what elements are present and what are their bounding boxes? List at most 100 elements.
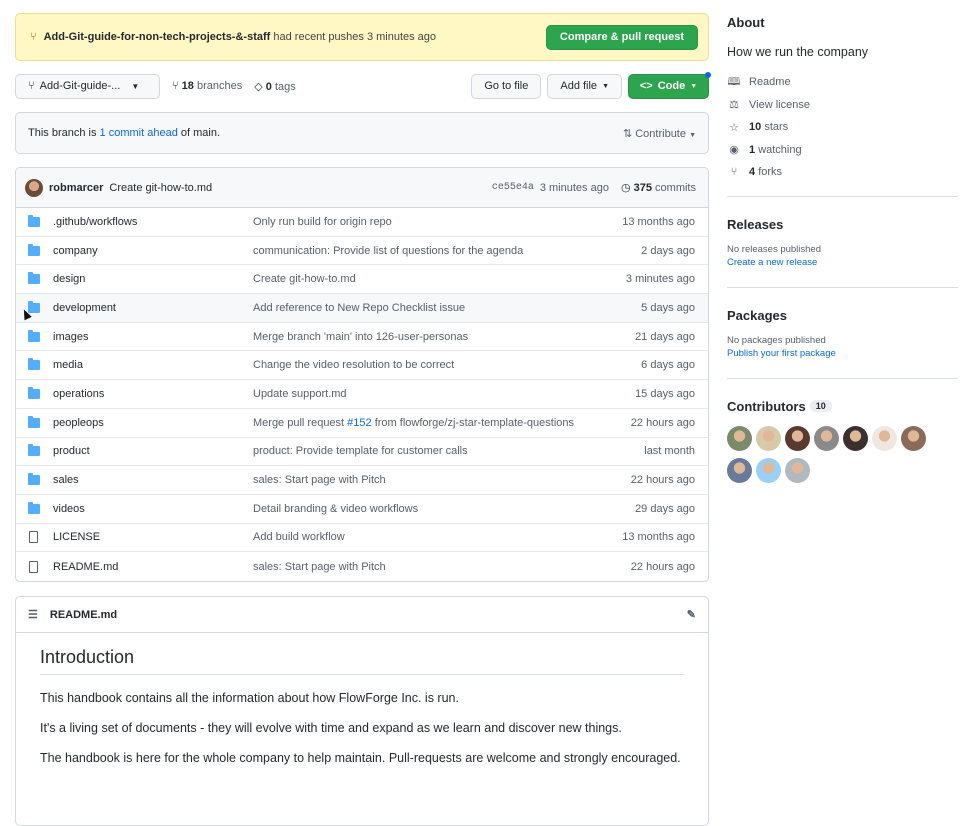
file-name[interactable]: product bbox=[53, 445, 90, 458]
file-age: 6 days ago bbox=[641, 359, 695, 372]
contributor-avatar[interactable] bbox=[872, 425, 897, 451]
file-commit-message[interactable]: sales: Start page with Pitch bbox=[253, 474, 386, 487]
file-row[interactable]: company communication: Provide list of qu… bbox=[16, 237, 708, 266]
create-release-link[interactable]: Create a new release bbox=[727, 256, 818, 268]
code-button[interactable]: <> Code ▼ bbox=[628, 71, 711, 99]
caret-down-icon: ▼ bbox=[131, 81, 140, 91]
file-age: 5 days ago bbox=[641, 301, 695, 314]
commit-message[interactable]: Create git-how-to.md bbox=[109, 181, 213, 194]
contributor-avatar[interactable] bbox=[727, 457, 752, 483]
readme-paragraph: This handbook contains all the informati… bbox=[40, 691, 459, 705]
file-commit-message[interactable]: product: Provide template for customer c… bbox=[253, 445, 468, 458]
contributor-avatar[interactable] bbox=[756, 425, 781, 451]
caret-down-icon: ▼ bbox=[690, 82, 698, 90]
tag-icon: ◇ bbox=[254, 80, 263, 93]
packages-title[interactable]: Packages bbox=[727, 307, 787, 323]
file-row[interactable]: development Add reference to New Repo Che… bbox=[16, 294, 708, 323]
outline-list-icon[interactable]: ☰ bbox=[28, 609, 38, 621]
readme-link[interactable]: 🕮 Readme bbox=[727, 71, 958, 94]
file-name[interactable]: sales bbox=[53, 474, 79, 487]
folder-icon bbox=[28, 272, 40, 285]
avatar[interactable] bbox=[25, 178, 43, 197]
file-commit-message[interactable]: Change the video resolution to be correc… bbox=[253, 359, 455, 372]
file-row[interactable]: peopleops Merge pull request #152 from fl… bbox=[16, 409, 708, 438]
contributor-avatar[interactable] bbox=[843, 425, 868, 451]
file-commit-message[interactable]: Update support.md bbox=[253, 387, 347, 400]
commit-author[interactable]: robmarcer bbox=[49, 181, 104, 194]
branch-select[interactable]: ⑂ Add-Git-guide-... ▼ bbox=[15, 73, 160, 99]
stars-link[interactable]: ☆ 10 stars bbox=[727, 116, 958, 139]
about-title: About bbox=[727, 15, 765, 30]
file-name[interactable]: .github/workflows bbox=[53, 215, 138, 228]
contributor-avatar[interactable] bbox=[727, 425, 752, 451]
file-name[interactable]: videos bbox=[53, 502, 85, 515]
file-row[interactable]: product product: Provide template for cus… bbox=[16, 438, 708, 467]
file-row[interactable]: operations Update support.md 15 days ago bbox=[16, 380, 708, 409]
file-row[interactable]: LICENSE Add build workflow 13 months ago bbox=[16, 524, 708, 553]
commits-ahead-link[interactable]: 1 commit ahead bbox=[99, 127, 178, 139]
tags-link[interactable]: ◇ 0 tags bbox=[254, 80, 296, 93]
file-commit-message[interactable]: Create git-how-to.md bbox=[253, 273, 356, 286]
commits-link[interactable]: ◷ 375 commits bbox=[620, 182, 696, 194]
file-commit-message[interactable]: communication: Provide list of questions… bbox=[253, 244, 524, 257]
file-commit-message[interactable]: Merge branch 'main' into 126-user-person… bbox=[253, 330, 469, 343]
contributor-avatar[interactable] bbox=[901, 425, 926, 451]
file-name[interactable]: company bbox=[53, 244, 98, 257]
file-row[interactable]: images Merge branch 'main' into 126-user-… bbox=[16, 323, 708, 352]
file-commit-message[interactable]: sales: Start page with Pitch bbox=[253, 560, 386, 573]
file-row[interactable]: .github/workflows Only run build for orig… bbox=[16, 208, 708, 237]
forks-link[interactable]: ⑂ 4 forks bbox=[727, 161, 958, 184]
contributor-avatars bbox=[727, 425, 937, 490]
file-name[interactable]: images bbox=[53, 330, 89, 343]
file-browser: robmarcer Create git-how-to.md ce55e4a 3… bbox=[15, 167, 709, 582]
folder-icon bbox=[28, 300, 40, 313]
file-age: 13 months ago bbox=[622, 531, 695, 544]
compare-pull-request-button[interactable]: Compare & pull request bbox=[545, 24, 698, 50]
go-to-file-button[interactable]: Go to file bbox=[471, 73, 542, 99]
banner-branch-name: Add-Git-guide-for-non-tech-projects-&-st… bbox=[43, 31, 271, 43]
contributor-avatar[interactable] bbox=[785, 457, 810, 483]
pencil-icon[interactable]: ✎ bbox=[686, 609, 696, 621]
file-name[interactable]: design bbox=[53, 273, 86, 286]
file-name[interactable]: README.md bbox=[53, 560, 119, 573]
file-name[interactable]: media bbox=[53, 359, 83, 372]
contributors-title[interactable]: Contributors bbox=[727, 398, 806, 414]
file-age: 13 months ago bbox=[622, 215, 695, 228]
repo-description: How we run the company bbox=[727, 45, 869, 59]
add-file-button[interactable]: Add file ▼ bbox=[547, 73, 622, 99]
caret-down-icon: ▼ bbox=[689, 131, 696, 139]
releases-title[interactable]: Releases bbox=[727, 216, 784, 232]
license-link[interactable]: ⚖ View license bbox=[727, 94, 958, 117]
contributor-avatar[interactable] bbox=[814, 425, 839, 451]
divider bbox=[727, 286, 958, 288]
contributor-avatar[interactable] bbox=[756, 457, 781, 483]
contribute-dropdown[interactable]: ⇅ Contribute ▼ bbox=[622, 127, 696, 140]
file-commit-message[interactable]: Detail branding & video workflows bbox=[253, 502, 419, 515]
pull-request-icon: ⇅ bbox=[622, 127, 633, 140]
file-commit-message[interactable]: Merge pull request #152 from flowforge/z… bbox=[253, 416, 575, 429]
file-commit-message[interactable]: Add build workflow bbox=[253, 531, 345, 544]
branch-icon: ⑂ bbox=[30, 31, 37, 43]
file-row[interactable]: README.md sales: Start page with Pitch 22 … bbox=[16, 552, 708, 581]
folder-icon bbox=[28, 501, 40, 514]
contributors-count: 10 bbox=[809, 400, 832, 412]
file-icon bbox=[29, 560, 38, 573]
readme-filename[interactable]: README.md bbox=[49, 608, 118, 621]
watchers-link[interactable]: ◉ 1 watching bbox=[727, 139, 958, 162]
pull-request-link[interactable]: #152 bbox=[347, 416, 372, 429]
repo-sidebar: About How we run the company 🕮 Readme ⚖ Vi… bbox=[727, 0, 958, 490]
file-row[interactable]: design Create git-how-to.md 3 minutes ago bbox=[16, 265, 708, 295]
file-row[interactable]: media Change the video resolution to be c… bbox=[16, 351, 708, 381]
file-row[interactable]: videos Detail branding & video workflows 2… bbox=[16, 495, 708, 524]
publish-package-link[interactable]: Publish your first package bbox=[727, 347, 836, 359]
contributor-avatar[interactable] bbox=[785, 425, 810, 451]
file-commit-message[interactable]: Add reference to New Repo Checklist issu… bbox=[253, 301, 466, 314]
commit-sha[interactable]: ce55e4a bbox=[491, 182, 534, 193]
file-row[interactable]: sales sales: Start page with Pitch 22 hour… bbox=[16, 466, 708, 495]
file-name[interactable]: development bbox=[53, 301, 116, 314]
file-commit-message[interactable]: Only run build for origin repo bbox=[253, 215, 392, 228]
file-name[interactable]: operations bbox=[53, 387, 105, 400]
file-name[interactable]: peopleops bbox=[53, 416, 104, 429]
branches-link[interactable]: ⑂ 18 branches bbox=[172, 80, 243, 92]
file-name[interactable]: LICENSE bbox=[53, 531, 101, 544]
